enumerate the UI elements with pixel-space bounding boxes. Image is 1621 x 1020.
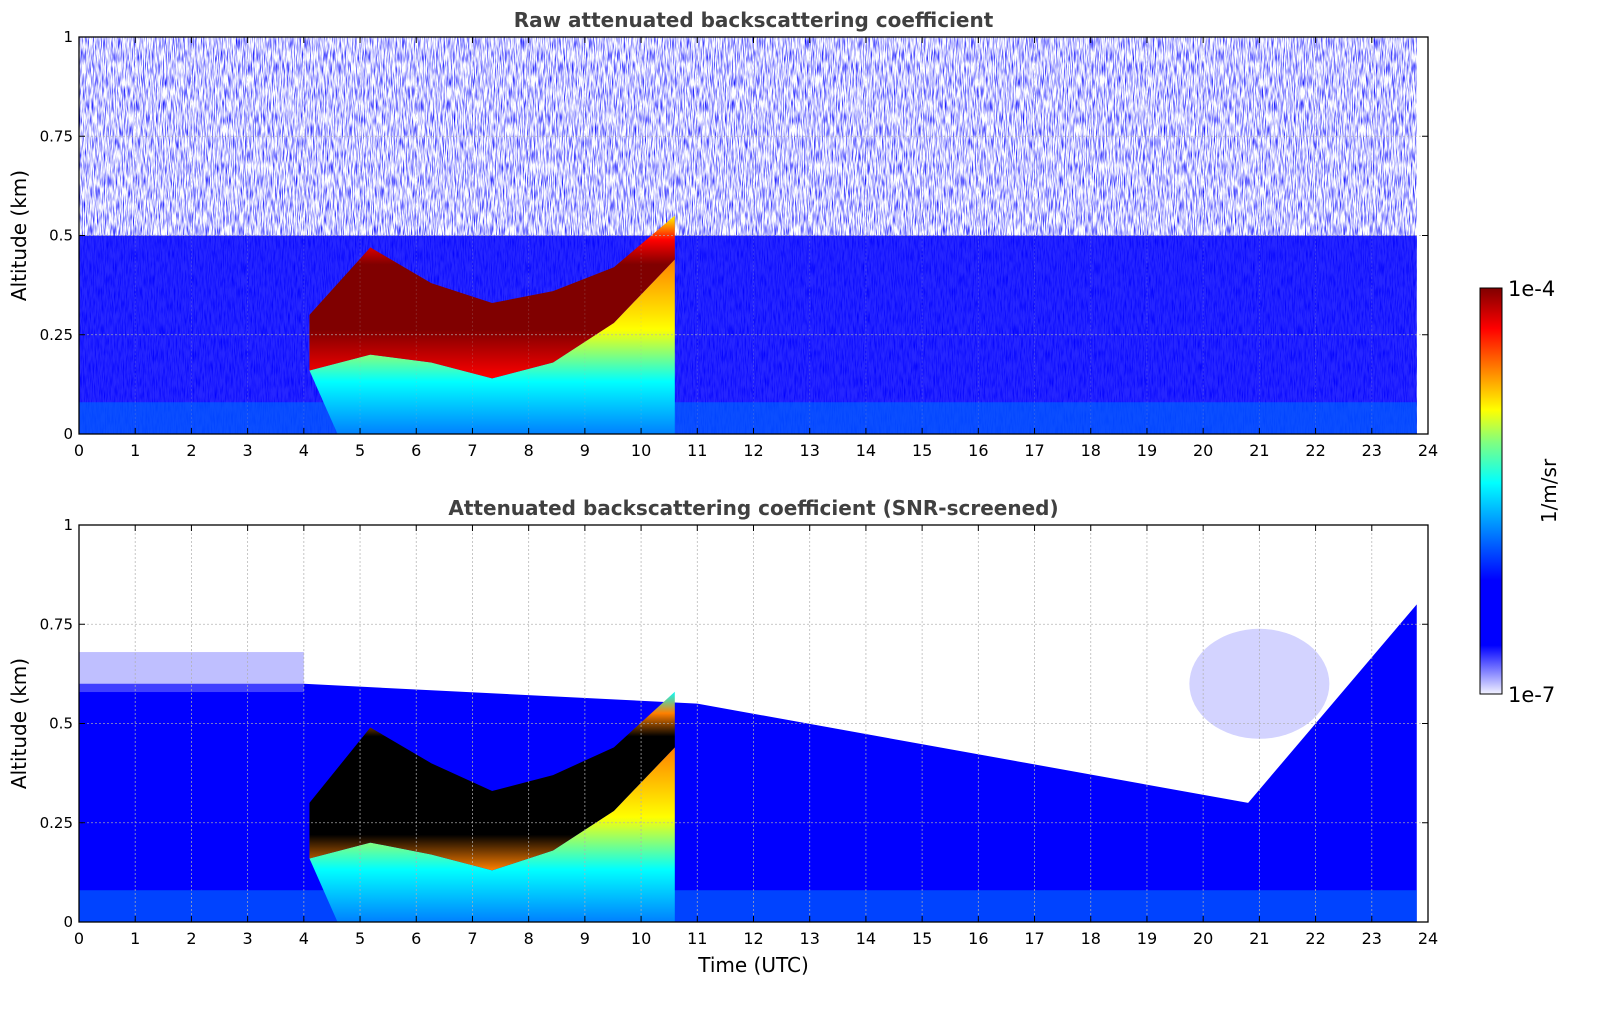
x-tick-label: 6 [411, 929, 421, 948]
x-tick-label: 10 [631, 929, 651, 948]
x-tick-label: 20 [1193, 929, 1213, 948]
y-tick-label: 1 [63, 28, 73, 46]
y-tick-label: 0.5 [49, 715, 73, 733]
x-tick-label: 14 [856, 929, 876, 948]
x-axis-label: Time (UTC) [697, 953, 809, 977]
y-tick-label: 0.75 [40, 127, 73, 145]
x-tick-label: 5 [355, 929, 365, 948]
x-tick-label: 9 [580, 929, 590, 948]
colorbar-max-label: 1e-4 [1508, 277, 1555, 301]
x-tick-label: 11 [687, 929, 707, 948]
under-cloud-signal [309, 259, 675, 434]
x-tick-label: 16 [968, 929, 988, 948]
haze-patch [1189, 628, 1330, 739]
colorbar: 1e-4 1e-7 1/m/sr [1479, 277, 1561, 707]
y-tick-label: 0.5 [49, 227, 73, 245]
cloud-layer [309, 691, 675, 871]
x-tick-label: 0 [74, 441, 84, 460]
x-tick-label: 7 [467, 441, 477, 460]
y-tick-label: 0 [63, 913, 73, 931]
x-tick-label: 8 [524, 441, 534, 460]
x-tick-label: 12 [743, 929, 763, 948]
x-tick-label: 3 [243, 929, 253, 948]
x-tick-label: 1 [130, 441, 140, 460]
panel-2: 0 1 2 3 4 5 6 7 8 9 10 11 12 13 14 15 16 17 18 19 20 21 22 23 24… [7, 496, 1438, 977]
x-tick-label: 6 [411, 441, 421, 460]
x-tick-label: 23 [1362, 929, 1382, 948]
y-axis-label: Altitude (km) [7, 658, 31, 789]
grid [79, 525, 1428, 922]
x-tick-label: 22 [1305, 441, 1325, 460]
x-tick-label: 15 [912, 441, 932, 460]
x-tick-label: 7 [467, 929, 477, 948]
x-tick-label: 0 [74, 929, 84, 948]
under-cloud-signal [309, 747, 675, 922]
x-tick-label: 3 [243, 441, 253, 460]
x-tick-label: 20 [1193, 441, 1213, 460]
cloud-layer [309, 215, 675, 379]
x-tick-label: 22 [1305, 929, 1325, 948]
x-tick-label: 19 [1137, 441, 1157, 460]
y-tick-label: 0.75 [40, 615, 73, 633]
x-tick-label: 4 [299, 441, 309, 460]
x-tick-label: 16 [968, 441, 988, 460]
y-tick-label: 0.25 [40, 326, 73, 344]
x-tick-label: 9 [580, 441, 590, 460]
near-surface-band [79, 890, 1417, 922]
x-tick-label: 10 [631, 441, 651, 460]
chart-title: Raw attenuated backscattering coefficien… [514, 8, 994, 32]
x-tick-label: 14 [856, 441, 876, 460]
x-tick-label: 11 [687, 441, 707, 460]
colorbar-scale [1479, 287, 1503, 695]
x-tick-label: 4 [299, 929, 309, 948]
colorbar-min-label: 1e-7 [1508, 683, 1555, 707]
x-tick-label: 18 [1081, 441, 1101, 460]
x-tick-label: 24 [1418, 441, 1438, 460]
x-tick-label: 18 [1081, 929, 1101, 948]
near-surface-band [79, 402, 1417, 434]
x-tick-label: 2 [186, 441, 196, 460]
x-tick-label: 15 [912, 929, 932, 948]
x-tick-label: 13 [800, 441, 820, 460]
x-tick-label: 12 [743, 441, 763, 460]
x-tick-label: 21 [1249, 441, 1269, 460]
x-tick-label: 17 [1024, 929, 1044, 948]
y-axis-label: Altitude (km) [7, 170, 31, 301]
grid [79, 37, 1428, 434]
x-tick-label: 17 [1024, 441, 1044, 460]
panel-1: 0 1 2 3 4 5 6 7 8 9 10 11 12 13 14 15 16 17 18 19 20 21 22 23 24… [7, 8, 1438, 460]
x-tick-label: 13 [800, 929, 820, 948]
x-tick-label: 21 [1249, 929, 1269, 948]
y-tick-label: 0.25 [40, 814, 73, 832]
x-tick-label: 8 [524, 929, 534, 948]
colorbar-label: 1/m/sr [1537, 458, 1561, 523]
x-tick-label: 1 [130, 929, 140, 948]
x-tick-label: 23 [1362, 441, 1382, 460]
x-tick-label: 19 [1137, 929, 1157, 948]
y-tick-label: 0 [63, 425, 73, 443]
chart-title: Attenuated backscattering coefficient (S… [448, 496, 1058, 520]
y-tick-label: 1 [63, 516, 73, 534]
x-tick-label: 24 [1418, 929, 1438, 948]
x-tick-label: 5 [355, 441, 365, 460]
x-tick-label: 2 [186, 929, 196, 948]
